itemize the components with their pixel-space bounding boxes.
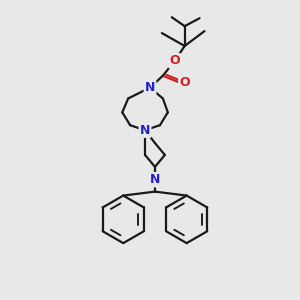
Text: O: O [179, 76, 190, 89]
Text: N: N [145, 81, 155, 94]
Text: O: O [169, 54, 180, 67]
Text: N: N [140, 124, 150, 137]
Text: N: N [150, 173, 160, 186]
